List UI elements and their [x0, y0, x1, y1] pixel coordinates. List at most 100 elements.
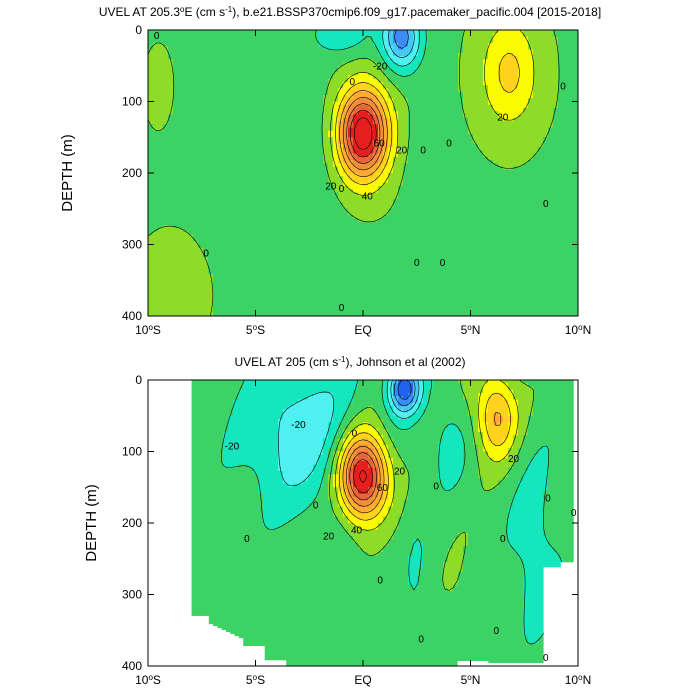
field-cell [298, 176, 304, 181]
field-cell [528, 65, 534, 70]
field-cell [288, 169, 294, 174]
field-cell [188, 85, 194, 90]
field-cell [248, 150, 254, 155]
field-cell [573, 202, 578, 207]
field-cell [518, 137, 524, 142]
field-cell [518, 101, 524, 106]
field-cell [338, 75, 344, 80]
field-cell [208, 33, 214, 38]
field-cell [343, 36, 349, 41]
field-cell [433, 186, 439, 190]
field-cell [493, 192, 499, 197]
field-cell [168, 108, 174, 112]
field-cell [538, 59, 544, 64]
field-cell [153, 104, 159, 109]
field-cell [263, 33, 269, 38]
field-cell [193, 202, 199, 207]
field-cell [553, 189, 559, 194]
field-cell [418, 127, 424, 132]
field-cell [278, 72, 284, 77]
field-cell [538, 104, 544, 109]
field-cell [563, 65, 569, 70]
field-cell [403, 36, 409, 41]
field-cell [153, 39, 159, 44]
field-cell [273, 199, 279, 203]
field-cell [193, 153, 199, 158]
field-cell [248, 49, 254, 54]
field-cell [398, 39, 404, 44]
field-cell [428, 69, 434, 73]
field-cell [458, 166, 464, 171]
field-cell [538, 143, 544, 148]
field-cell [268, 166, 274, 171]
field-cell [278, 95, 284, 99]
field-cell [518, 192, 524, 197]
field-cell [243, 195, 249, 200]
field-cell [408, 147, 414, 151]
field-cell [463, 208, 469, 213]
field-cell [548, 205, 554, 210]
field-cell [198, 91, 204, 96]
field-cell [273, 150, 279, 155]
field-cell [268, 208, 274, 213]
field-cell [383, 72, 389, 77]
field-cell [258, 140, 264, 145]
field-cell [563, 69, 569, 73]
field-cell [483, 78, 489, 83]
field-cell [353, 91, 359, 96]
field-cell [513, 36, 519, 41]
field-cell [373, 140, 379, 145]
field-cell [178, 65, 184, 70]
field-cell [433, 78, 439, 83]
field-cell [463, 124, 469, 129]
field-cell [368, 88, 374, 93]
field-cell [203, 75, 209, 80]
field-cell [278, 33, 284, 38]
field-cell [518, 130, 524, 135]
field-cell [388, 127, 394, 132]
field-cell [418, 30, 424, 34]
field-cell [188, 195, 194, 200]
field-cell [333, 46, 339, 51]
field-cell [348, 199, 354, 203]
field-cell [343, 82, 349, 86]
field-cell [553, 156, 559, 161]
field-cell [163, 52, 169, 57]
field-cell [343, 69, 349, 73]
field-cell [193, 85, 199, 90]
field-cell [218, 59, 224, 64]
field-cell [488, 33, 494, 38]
field-cell [503, 127, 509, 132]
field-cell [328, 78, 334, 83]
field-cell [568, 104, 574, 109]
field-cell [463, 104, 469, 109]
field-cell [318, 88, 324, 93]
field-cell [413, 212, 419, 216]
field-cell [308, 85, 314, 90]
field-cell [233, 186, 239, 190]
field-cell [308, 182, 314, 187]
field-cell [193, 98, 199, 103]
field-cell [433, 82, 439, 86]
field-cell [483, 199, 489, 203]
field-cell [443, 43, 449, 47]
field-cell [443, 59, 449, 64]
field-cell [523, 65, 529, 70]
field-cell [423, 169, 429, 174]
field-cell [198, 150, 204, 155]
field-cell [178, 160, 184, 164]
field-cell [358, 179, 364, 184]
field-cell [203, 56, 209, 60]
field-cell [203, 36, 209, 41]
field-cell [158, 114, 164, 119]
field-cell [573, 186, 578, 190]
field-cell [483, 98, 489, 103]
field-cell [263, 104, 269, 109]
field-cell [223, 205, 229, 210]
field-cell [463, 166, 469, 171]
field-cell [158, 72, 164, 77]
field-cell [228, 91, 234, 96]
field-cell [208, 173, 214, 177]
field-cell [493, 199, 499, 203]
field-cell [423, 215, 429, 220]
